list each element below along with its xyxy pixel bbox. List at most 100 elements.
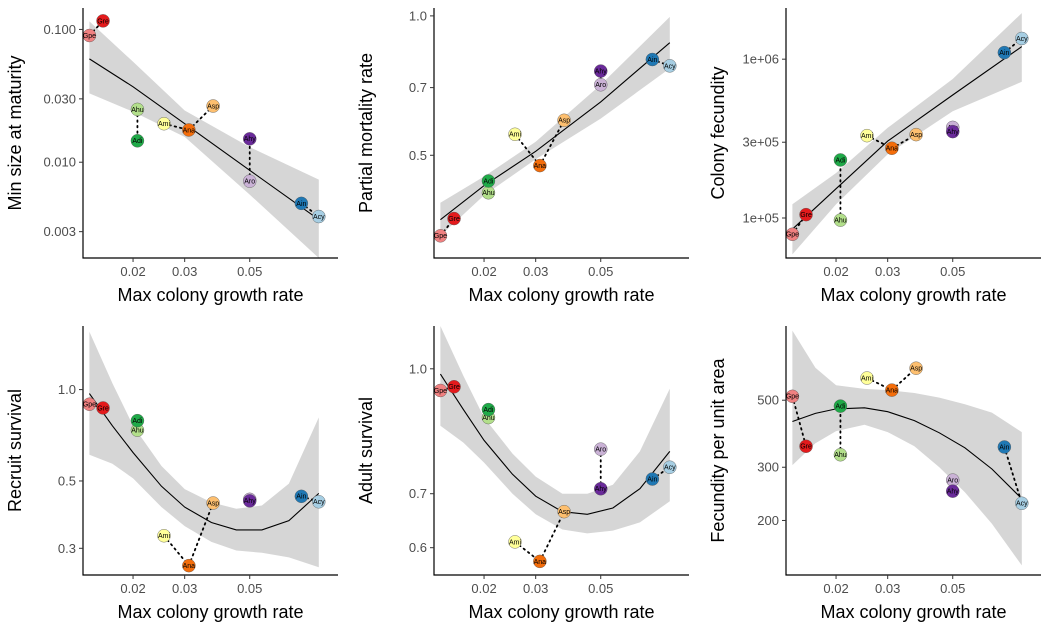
point-asp bbox=[909, 361, 923, 375]
point-ami bbox=[860, 128, 874, 143]
point-acy bbox=[663, 460, 677, 474]
point-ahy bbox=[243, 494, 257, 508]
point-asp bbox=[206, 99, 220, 113]
point-adi bbox=[481, 402, 496, 417]
fit-line bbox=[440, 42, 671, 221]
point-label-asp: Asp bbox=[558, 509, 570, 516]
plot-area bbox=[88, 19, 320, 258]
point-acy bbox=[663, 59, 677, 73]
y-tick-label: 3e+05 bbox=[742, 135, 779, 150]
x-tick-label: 0.05 bbox=[940, 264, 965, 279]
y-tick-label: 0.3 bbox=[58, 541, 76, 556]
y-tick-label: 0.100 bbox=[43, 22, 76, 37]
point-label-ahu: Ahu bbox=[482, 415, 495, 422]
fit-line bbox=[439, 373, 671, 515]
point-label-ahy: Ahy bbox=[595, 486, 608, 493]
point-label-acy: Acy bbox=[664, 63, 676, 70]
point-label-gpe: Gpe bbox=[434, 233, 447, 240]
chart-panel-3: GpeGreAhuAdiAmiAnaAspAroAhyAinAcy0.020.0… bbox=[708, 8, 1041, 305]
x-tick-label: 0.05 bbox=[237, 581, 262, 596]
point-gre bbox=[96, 14, 110, 28]
point-label-ami: Ami bbox=[509, 539, 522, 546]
x-axis-title: Max colony growth rate bbox=[468, 602, 654, 622]
point-label-gre: Gre bbox=[448, 384, 460, 391]
point-label-acy: Acy bbox=[664, 465, 676, 472]
confidence-band bbox=[440, 16, 670, 236]
plot-area bbox=[439, 326, 671, 563]
x-tick-label: 0.05 bbox=[588, 581, 613, 596]
point-label-ahu: Ahu bbox=[131, 107, 144, 114]
point-adi bbox=[833, 399, 848, 413]
y-tick-label: 1.0 bbox=[409, 361, 427, 376]
chart-panel-1: Gpe Gre Ahu Adi Ami Ana Asp Aro Ahy Ain Acy 0.02 0.0… bbox=[5, 8, 338, 305]
x-tick-label: 0.05 bbox=[588, 264, 613, 279]
point-ain bbox=[294, 196, 309, 211]
x-tick-label: 0.02 bbox=[120, 264, 145, 279]
y-tick-label: 0.030 bbox=[43, 91, 76, 106]
x-tick-label: 0.02 bbox=[823, 264, 848, 279]
point-label-gpe: Gpe bbox=[83, 33, 96, 40]
point-label-ami: Ami bbox=[509, 132, 522, 139]
point-label-ami: Ami bbox=[861, 133, 874, 140]
point-label-asp: Asp bbox=[207, 103, 219, 110]
point-label-acy: Acy bbox=[1016, 501, 1028, 508]
x-tick-label: 0.03 bbox=[875, 264, 900, 279]
y-tick-label: 0.7 bbox=[409, 486, 427, 501]
point-gre bbox=[96, 401, 110, 415]
point-label-acy: Acy bbox=[313, 499, 325, 506]
y-tick-label: 300 bbox=[757, 460, 779, 475]
point-label-gre: Gre bbox=[800, 212, 812, 219]
y-tick-label: 0.010 bbox=[43, 155, 76, 170]
plot-area bbox=[791, 13, 1023, 255]
point-ain bbox=[997, 440, 1012, 454]
pair-connector-gpe-gre bbox=[791, 213, 807, 236]
chart-panel-6: Gpe Gre Ahu Adi Ami Ana Asp Aro Ahy Ain Acy 0.02 0.0… bbox=[708, 326, 1041, 622]
point-label-gpe: Gpe bbox=[434, 388, 447, 395]
point-label-acy: Acy bbox=[313, 214, 325, 221]
point-label-asp: Asp bbox=[558, 118, 570, 125]
point-adi bbox=[130, 134, 145, 148]
point-adi bbox=[481, 174, 496, 188]
x-tick-label: 0.02 bbox=[471, 264, 496, 279]
x-tick-label: 0.03 bbox=[523, 264, 548, 279]
x-tick-label: 0.02 bbox=[471, 581, 496, 596]
y-axis-title: Adult survival bbox=[356, 397, 376, 504]
x-tick-label: 0.02 bbox=[823, 581, 848, 596]
point-acy bbox=[312, 495, 326, 509]
x-axis-title: Max colony growth rate bbox=[820, 285, 1006, 305]
y-axis-title: Recruit survival bbox=[5, 389, 25, 512]
point-label-ain: Ain bbox=[296, 201, 306, 208]
point-label-ami: Ami bbox=[158, 533, 171, 540]
point-ahu bbox=[833, 448, 848, 462]
point-label-ain: Ain bbox=[296, 494, 306, 501]
point-label-aro: Aro bbox=[947, 478, 958, 485]
point-asp bbox=[206, 496, 220, 510]
point-label-asp: Asp bbox=[910, 132, 922, 139]
point-ain bbox=[294, 489, 309, 504]
point-label-ami: Ami bbox=[861, 375, 874, 382]
pair-connector-ana-asp bbox=[538, 510, 565, 563]
point-adi bbox=[130, 413, 145, 428]
point-ana bbox=[182, 558, 196, 573]
y-axis-title: Min size at maturity bbox=[5, 55, 25, 210]
confidence-band bbox=[792, 330, 1022, 566]
y-tick-label: 1.0 bbox=[409, 8, 427, 23]
pair-connector-gpe-gre bbox=[791, 395, 807, 448]
point-ain bbox=[997, 45, 1012, 60]
point-label-ana: Ana bbox=[534, 163, 547, 170]
point-acy bbox=[312, 209, 326, 224]
x-axis-title: Max colony growth rate bbox=[117, 602, 303, 622]
x-tick-label: 0.03 bbox=[172, 264, 197, 279]
x-axis-title: Max colony growth rate bbox=[820, 602, 1006, 622]
point-ana bbox=[885, 383, 899, 397]
point-label-aro: Aro bbox=[244, 179, 255, 186]
point-label-ain: Ain bbox=[647, 476, 657, 483]
point-label-ahy: Ahy bbox=[947, 129, 960, 136]
point-aro bbox=[594, 78, 608, 92]
point-label-adi: Adi bbox=[132, 138, 143, 145]
point-adi bbox=[833, 153, 848, 167]
point-ana bbox=[182, 123, 196, 137]
point-label-adi: Adi bbox=[835, 157, 846, 164]
confidence-band bbox=[440, 326, 670, 534]
point-ain bbox=[645, 52, 660, 67]
